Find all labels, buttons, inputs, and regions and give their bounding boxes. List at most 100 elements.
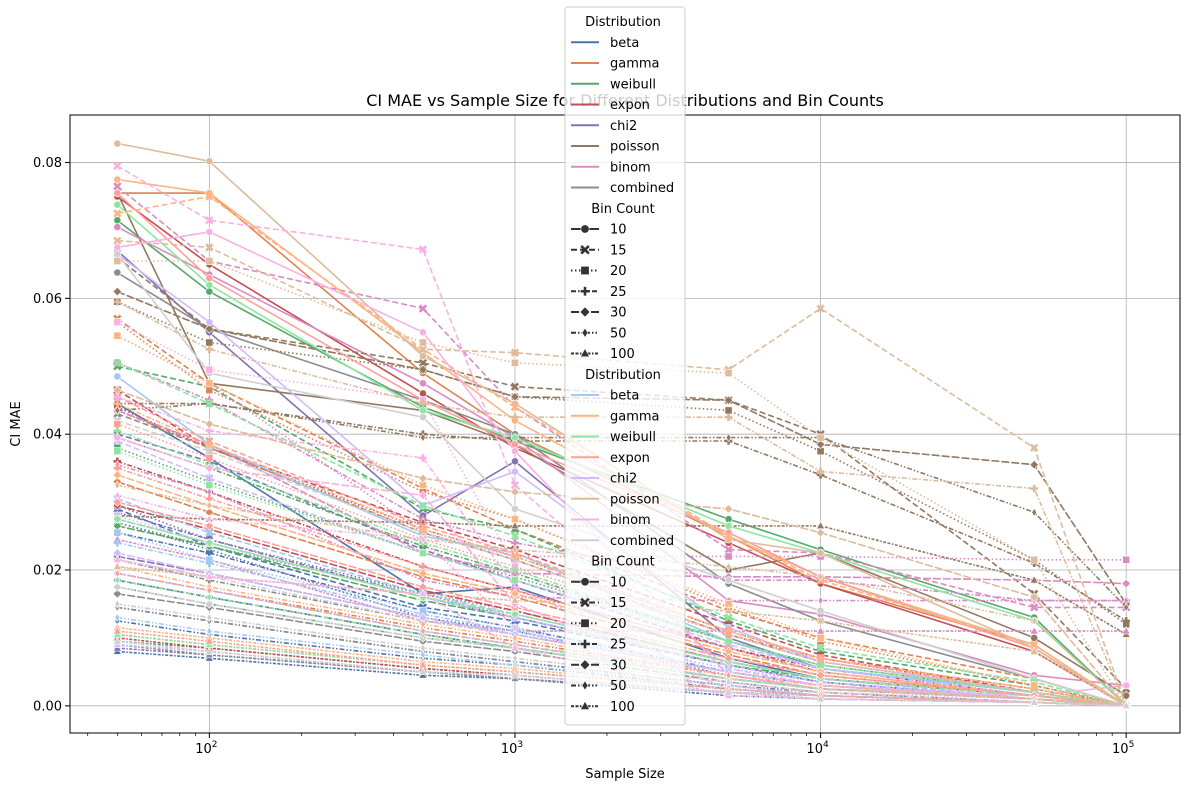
y-tick-label: 0.00	[33, 699, 62, 714]
data-point	[206, 585, 213, 595]
legend-marker	[580, 577, 590, 587]
data-point	[724, 545, 733, 554]
data-point	[112, 432, 123, 443]
data-point	[511, 358, 519, 367]
data-point	[1121, 626, 1131, 635]
series-line	[116, 318, 1127, 707]
data-point	[418, 501, 428, 510]
data-point	[113, 216, 122, 225]
data-point	[112, 385, 123, 395]
x-tick-label: 103	[501, 740, 523, 757]
data-point	[510, 609, 520, 619]
legend-entry-label: 30	[610, 658, 627, 673]
data-point	[510, 531, 520, 541]
data-point	[113, 236, 122, 245]
legend-entry-label: chi2	[610, 119, 637, 134]
legend-entry-label: combined	[610, 181, 674, 196]
data-point	[113, 189, 122, 197]
data-point	[112, 561, 122, 570]
series-line	[117, 409, 1127, 585]
data-point	[205, 157, 214, 166]
data-point	[816, 654, 825, 663]
data-point	[205, 481, 214, 490]
legend-entry-label: 20	[610, 264, 627, 279]
data-point	[816, 626, 826, 635]
data-point	[817, 572, 824, 582]
data-point	[724, 605, 734, 614]
data-point	[205, 287, 214, 296]
data-point	[418, 588, 428, 597]
legend-entry-label: 10	[610, 223, 627, 238]
series-line	[117, 531, 1127, 707]
data-point	[205, 440, 214, 449]
data-point	[510, 402, 520, 412]
data-point	[723, 653, 734, 664]
data-point	[205, 454, 214, 462]
data-point	[724, 613, 733, 622]
data-point	[724, 576, 733, 585]
data-point	[205, 216, 214, 225]
data-point	[112, 589, 123, 599]
series-line	[117, 463, 1127, 602]
data-point	[205, 318, 214, 327]
data-point	[113, 268, 122, 277]
data-point	[114, 568, 121, 578]
series-line	[117, 559, 1127, 707]
data-point	[419, 328, 427, 337]
data-point	[816, 433, 825, 442]
data-point	[1029, 697, 1039, 706]
data-point	[510, 348, 520, 357]
data-point	[420, 643, 426, 653]
data-point	[113, 297, 122, 306]
data-point	[113, 250, 122, 259]
data-point	[205, 379, 214, 388]
data-point	[112, 286, 123, 297]
series-line	[116, 185, 1127, 609]
data-point	[419, 549, 427, 557]
data-point	[205, 243, 214, 252]
legend-entry-label: 20	[610, 617, 627, 632]
data-point	[113, 223, 122, 231]
x-axis-label: Sample Size	[585, 767, 665, 782]
legend-marker	[581, 680, 589, 691]
data-point	[510, 487, 520, 497]
legend-entry-label: 25	[610, 638, 627, 653]
series-line	[117, 430, 1127, 707]
data-point	[815, 670, 826, 681]
data-point	[114, 480, 121, 490]
legend-section-title: Distribution	[585, 368, 661, 383]
data-point	[112, 554, 122, 564]
legend-entry-label: 50	[610, 326, 627, 341]
data-point	[114, 490, 121, 500]
data-point	[113, 318, 122, 327]
data-point	[512, 653, 518, 663]
series-line	[117, 484, 1127, 707]
data-point	[204, 538, 215, 548]
data-point	[1122, 681, 1131, 690]
data-point	[205, 280, 214, 289]
legend-marker	[579, 347, 591, 358]
legend-section-title: Bin Count	[591, 202, 655, 217]
data-point	[112, 626, 122, 635]
data-point	[1122, 617, 1130, 625]
data-point	[1030, 640, 1039, 649]
data-point	[1029, 592, 1039, 602]
data-point	[816, 467, 825, 476]
data-point	[1029, 646, 1039, 655]
data-point	[724, 627, 733, 635]
data-point	[205, 365, 214, 374]
legend-entry-label: gamma	[610, 57, 660, 72]
data-point	[419, 389, 427, 398]
data-point	[113, 447, 122, 456]
data-point	[1121, 578, 1131, 589]
data-point	[114, 613, 121, 623]
data-point	[1029, 460, 1039, 470]
series-light-poisson-bins-20	[113, 257, 1131, 710]
legend-section-title: Distribution	[585, 15, 661, 30]
data-point	[113, 209, 122, 218]
axes: 102 103 104 105 0.00 0.02 0.04 0.06 0.08	[33, 156, 1134, 757]
legend-entry-label: beta	[610, 389, 639, 404]
data-point	[418, 568, 428, 579]
data-point	[725, 562, 732, 572]
